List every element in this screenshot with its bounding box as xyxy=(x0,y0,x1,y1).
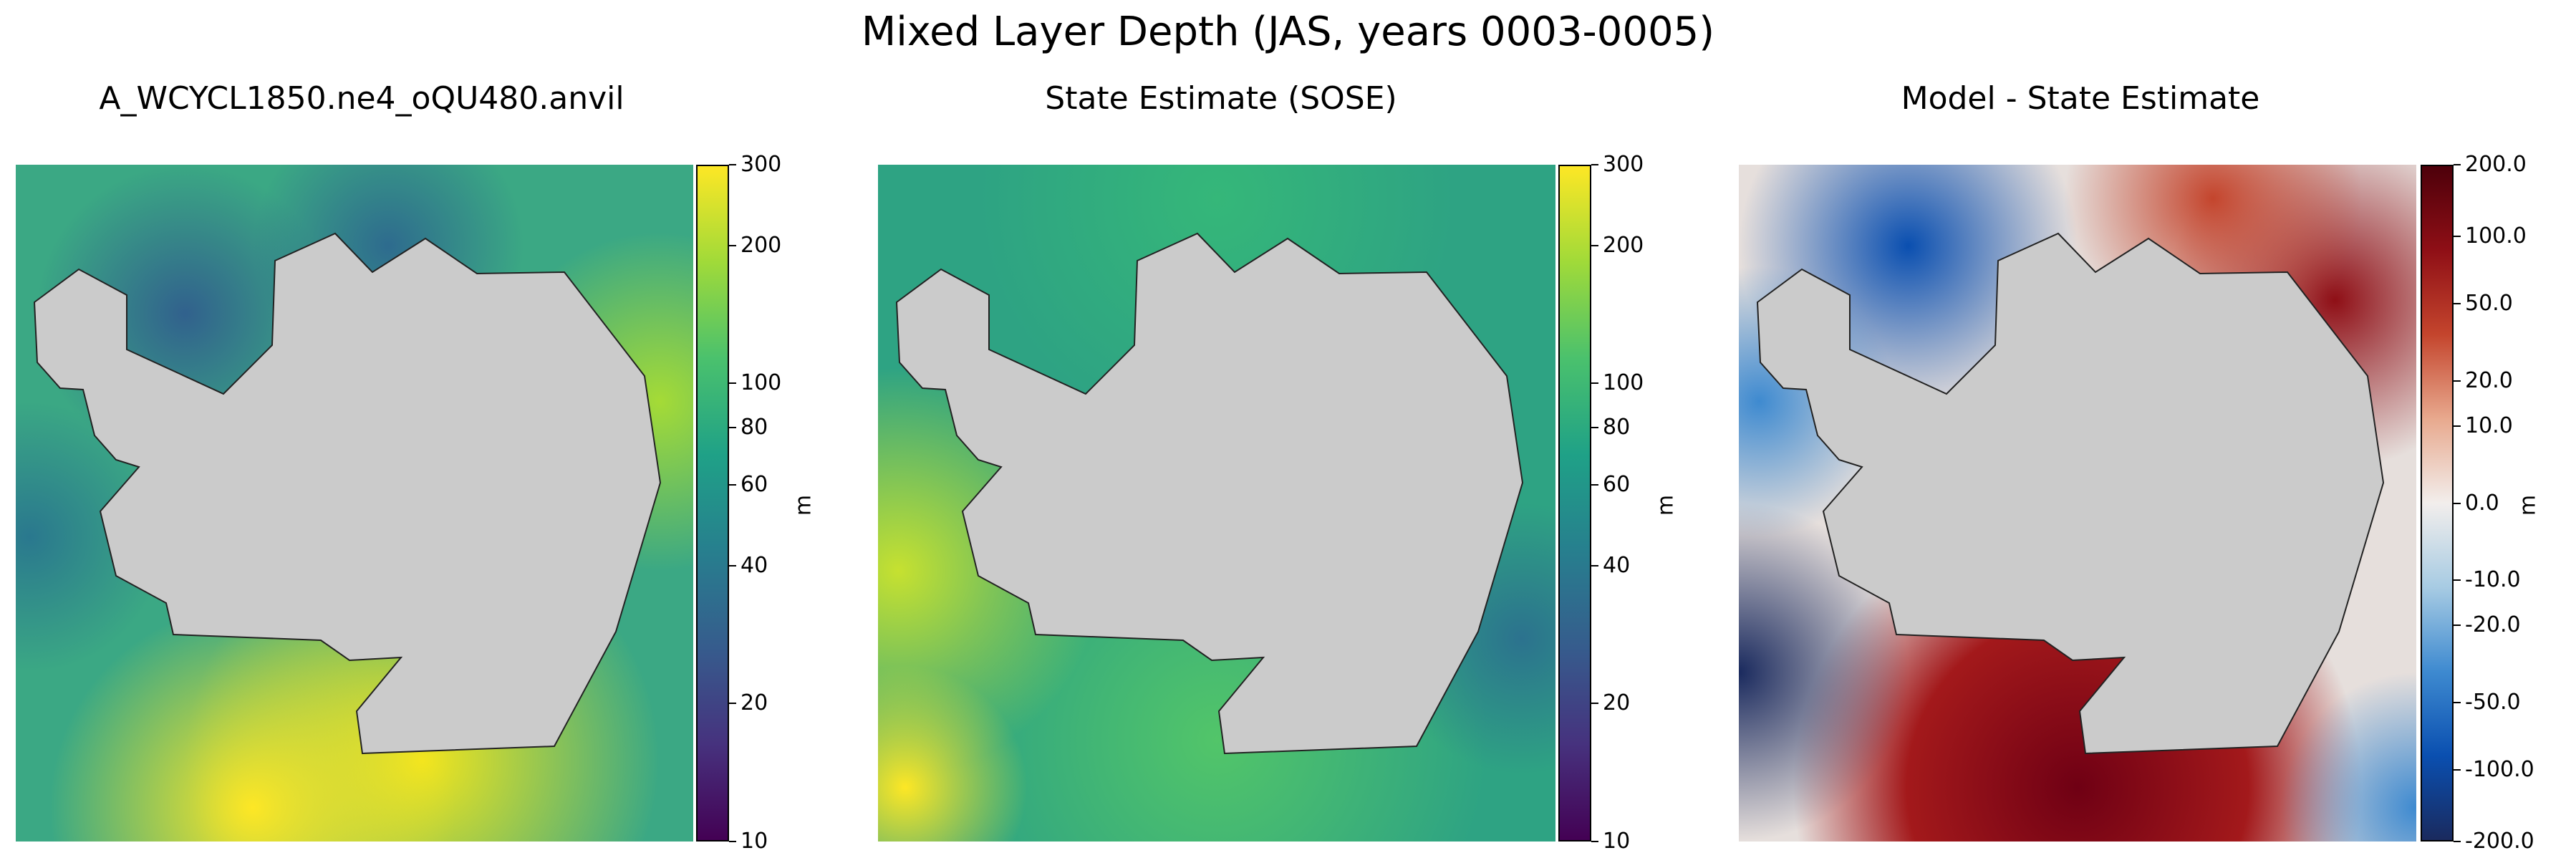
colorbar-tick xyxy=(1591,382,1598,385)
colorbar-tick-label: 10 xyxy=(1603,829,1631,854)
colorbar-tick xyxy=(2454,701,2461,703)
colorbar-tick-label: 80 xyxy=(1603,415,1631,440)
colorbar-tick-label: -20.0 xyxy=(2465,612,2521,637)
panel-title-sose: State Estimate (SOSE) xyxy=(1045,80,1397,117)
colorbar-tick-label: 300 xyxy=(741,152,782,177)
colorbar-unit-difference: m xyxy=(2515,494,2541,516)
antarctica-land xyxy=(895,232,1524,755)
colorbar-tick-label: 200 xyxy=(741,232,782,258)
colorbar-tick xyxy=(729,382,736,385)
colorbar-unit-sose: m xyxy=(1653,494,1679,516)
colorbar-tick-label: -50.0 xyxy=(2465,689,2521,715)
colorbar-sose xyxy=(1558,165,1591,842)
antarctica-land xyxy=(1756,232,2385,755)
colorbar-tick-label: 10 xyxy=(741,829,768,854)
colorbar-tick xyxy=(2454,303,2461,305)
colorbar-tick xyxy=(729,484,736,486)
colorbar-tick xyxy=(1591,703,1598,705)
colorbar-tick xyxy=(729,841,736,842)
colorbar-tick-label: 100 xyxy=(1603,370,1644,396)
colorbar-tick xyxy=(1591,841,1598,842)
colorbar-tick-label: -200.0 xyxy=(2465,829,2534,854)
colorbar-tick xyxy=(1591,564,1598,566)
colorbar-tick-label: -100.0 xyxy=(2465,756,2534,782)
colorbar-difference xyxy=(2421,165,2454,842)
colorbar-tick xyxy=(1591,484,1598,486)
colorbar-unit-model: m xyxy=(791,494,816,516)
colorbar-tick-label: 60 xyxy=(1603,472,1631,498)
map-model xyxy=(16,165,693,842)
panel-title-model: A_WCYCL1850.ne4_oQU480.anvil xyxy=(99,80,624,117)
colorbar-tick xyxy=(1591,244,1598,246)
colorbar-tick xyxy=(729,427,736,429)
colorbar-tick xyxy=(2454,502,2461,504)
colorbar-tick xyxy=(2454,236,2461,238)
map-sose xyxy=(878,165,1555,842)
figure-title: Mixed Layer Depth (JAS, years 0003-0005) xyxy=(861,9,1715,55)
colorbar-tick-label: 20 xyxy=(1603,690,1631,716)
map-difference xyxy=(1739,165,2416,842)
colorbar-tick xyxy=(2454,768,2461,771)
colorbar-tick xyxy=(729,244,736,246)
colorbar-tick xyxy=(729,164,736,165)
colorbar-tick-label: 200.0 xyxy=(2465,152,2527,177)
colorbar-tick xyxy=(2454,380,2461,382)
colorbar-tick-label: 300 xyxy=(1603,152,1644,177)
colorbar-tick xyxy=(2454,625,2461,626)
colorbar-tick-label: 100 xyxy=(741,370,782,396)
antarctica-land xyxy=(33,232,662,755)
panel-title-diff: Model - State Estimate xyxy=(1901,80,2260,117)
colorbar-tick-label: 0.0 xyxy=(2465,490,2499,516)
colorbar-tick-label: 10.0 xyxy=(2465,413,2513,438)
colorbar-tick-label: 50.0 xyxy=(2465,291,2513,317)
colorbar-tick-label: 200 xyxy=(1603,232,1644,258)
colorbar-tick-label: 80 xyxy=(741,415,768,440)
colorbar-tick xyxy=(729,564,736,566)
colorbar-tick xyxy=(1591,427,1598,429)
colorbar-tick xyxy=(2454,841,2461,842)
colorbar-tick-label: 60 xyxy=(741,472,768,498)
colorbar-tick-label: 100.0 xyxy=(2465,223,2527,249)
colorbar-tick-label: 20 xyxy=(741,690,768,716)
colorbar-tick xyxy=(2454,164,2461,165)
colorbar-tick xyxy=(2454,579,2461,582)
colorbar-tick-label: 40 xyxy=(1603,552,1631,578)
colorbar-model xyxy=(696,165,729,842)
colorbar-tick xyxy=(2454,425,2461,427)
colorbar-tick xyxy=(729,703,736,705)
colorbar-tick-label: 40 xyxy=(741,552,768,578)
colorbar-tick xyxy=(1591,164,1598,165)
colorbar-tick-label: -10.0 xyxy=(2465,567,2521,593)
colorbar-tick-label: 20.0 xyxy=(2465,367,2513,393)
